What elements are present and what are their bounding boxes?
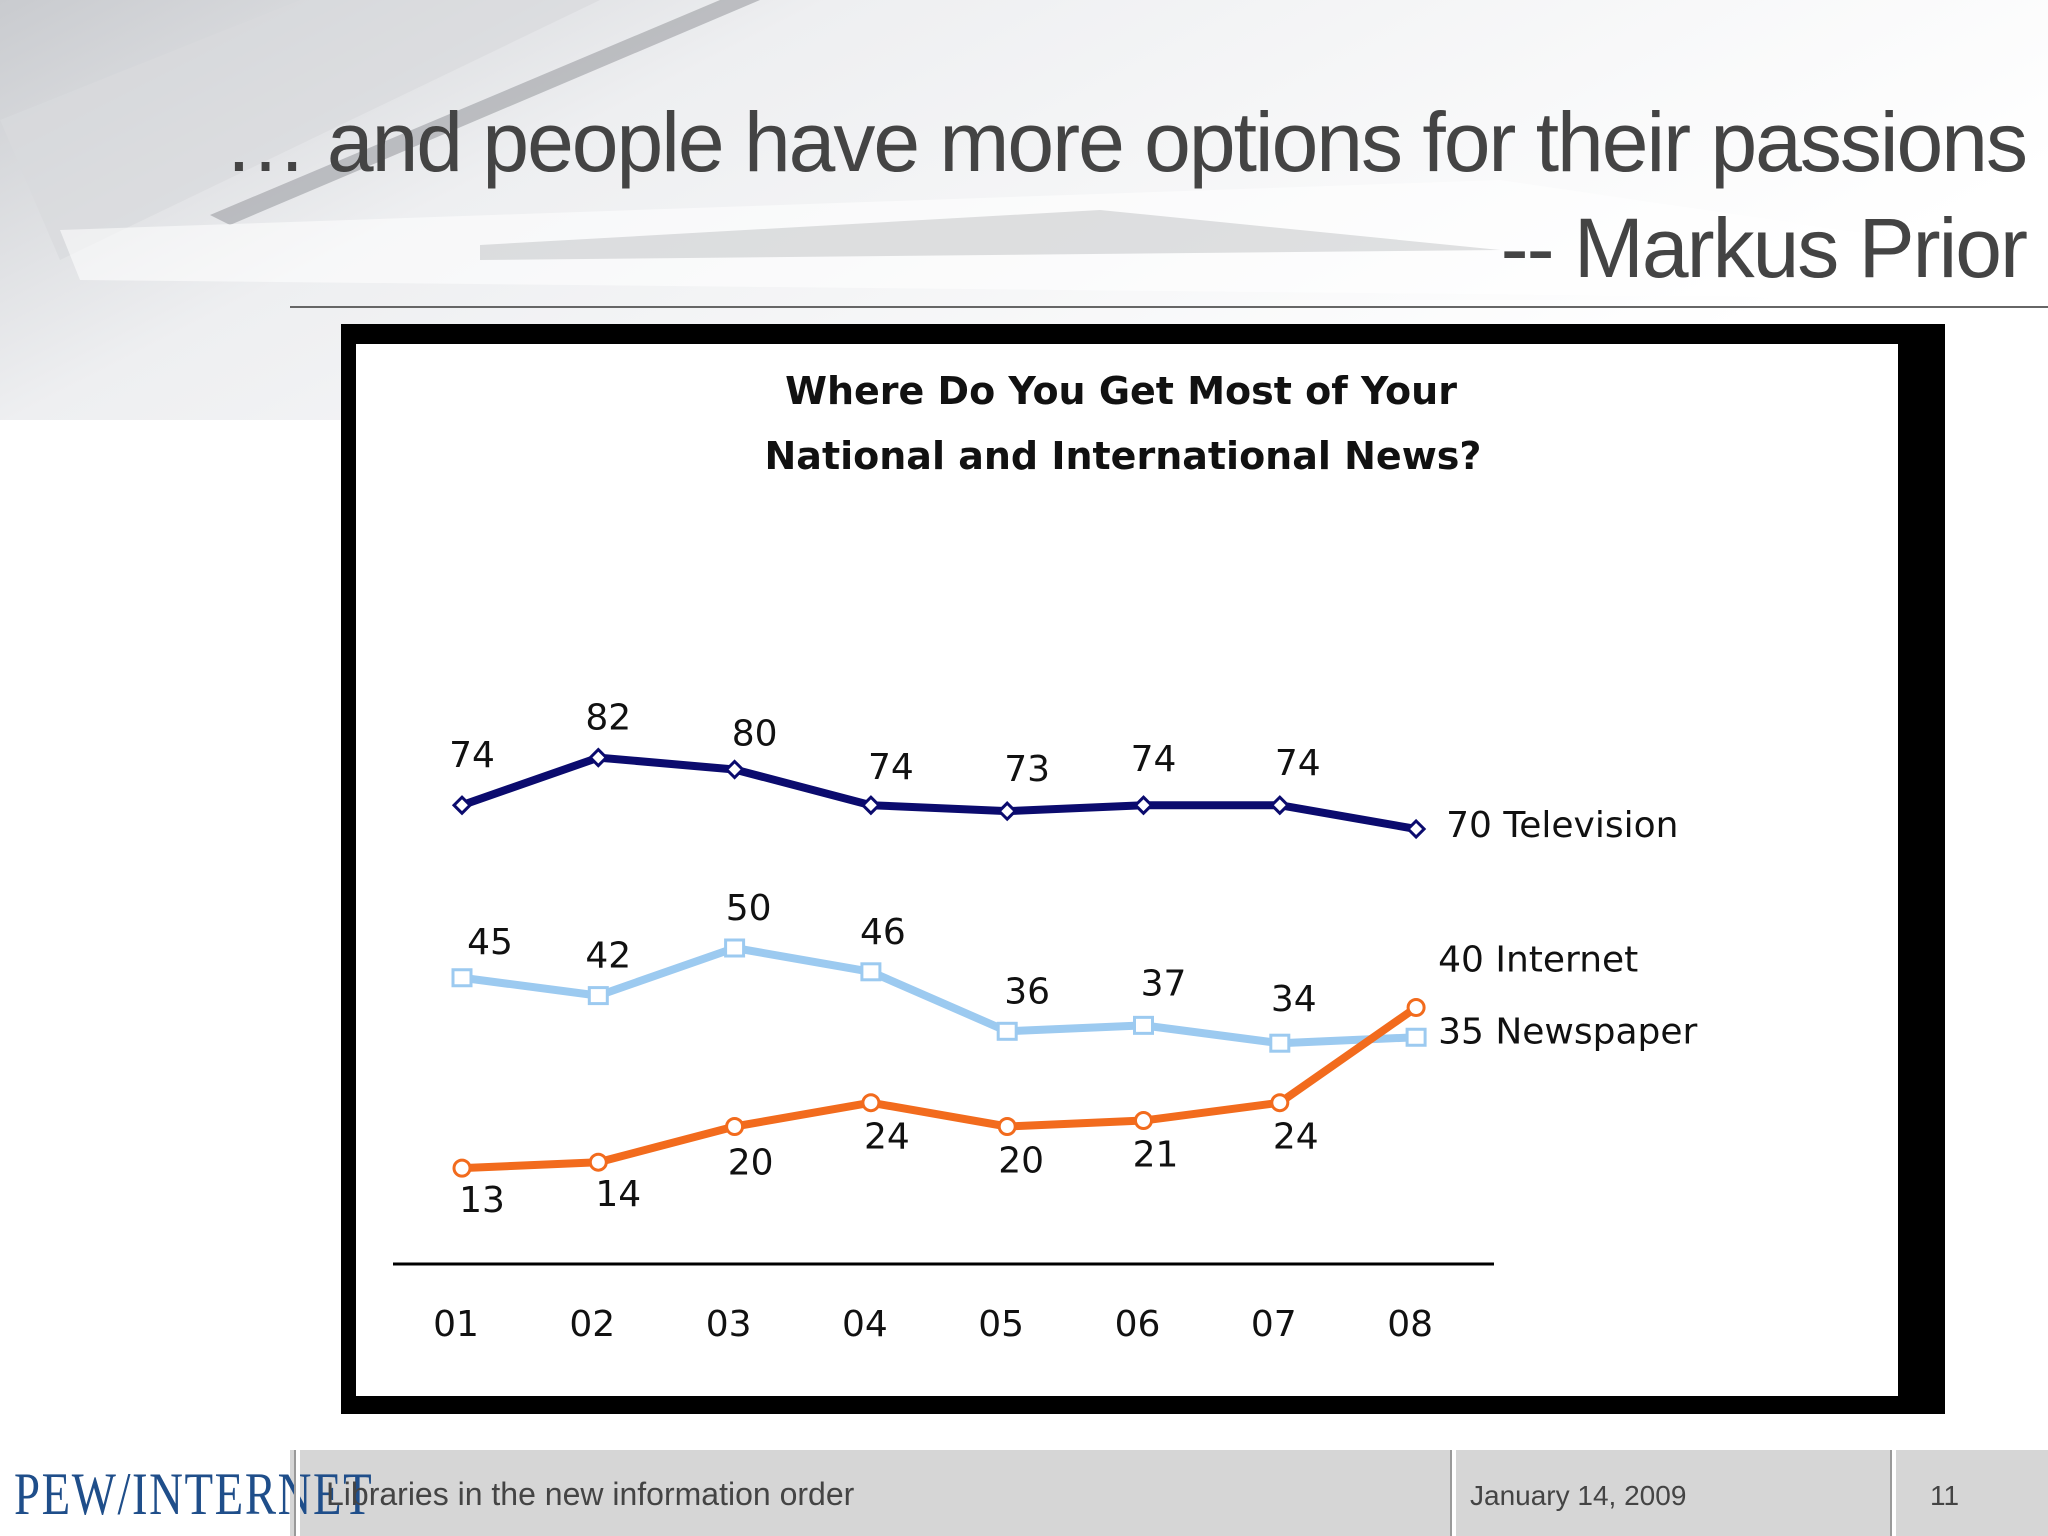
x-tick-label: 02 [569, 1304, 615, 1345]
internet-data-label: 20 [728, 1143, 774, 1184]
internet-point-marker [588, 1152, 608, 1172]
x-tick-label: 01 [433, 1304, 479, 1345]
internet-point-marker [861, 1093, 881, 1113]
newspaper-point-marker [1133, 1015, 1154, 1035]
footer-separator [1450, 1450, 1456, 1536]
television-point-marker [860, 795, 882, 816]
television-series-line [460, 753, 1417, 833]
newspaper-data-label: 37 [1141, 963, 1187, 1004]
line-chart: Where Do You Get Most of Your National a… [393, 369, 1698, 1345]
x-tick-label: 05 [978, 1304, 1024, 1345]
newspaper-data-label: 50 [726, 888, 772, 929]
logo-text: PEW/INTERNET [14, 1461, 374, 1527]
newspaper-series-line [461, 944, 1417, 1048]
television-point-marker [1133, 795, 1154, 816]
television-data-label: 80 [732, 714, 778, 755]
newspaper-data-label: 46 [860, 912, 906, 953]
internet-point-marker [725, 1117, 745, 1136]
title-divider [290, 306, 2048, 308]
newspaper-point-marker [1405, 1027, 1427, 1047]
newspaper-end-label: 35 Newspaper [1438, 1011, 1697, 1052]
television-point-marker [724, 759, 745, 780]
footer-bar: PEW/INTERNET Libraries in the new inform… [0, 1450, 2048, 1536]
slide-title: … and people have more options for their… [223, 95, 2028, 189]
internet-data-label: 24 [1273, 1117, 1319, 1158]
pew-internet-logo: PEW/INTERNET [0, 1450, 372, 1536]
internet-point-marker [452, 1158, 472, 1178]
television-end-label: 70 Television [1446, 805, 1678, 846]
chart-title-line2: National and International News? [765, 434, 1482, 478]
newspaper-point-marker [587, 986, 609, 1006]
television-data-label: 82 [585, 698, 631, 739]
television-point-marker [588, 747, 609, 768]
newspaper-data-label: 42 [585, 936, 631, 977]
x-tick-label: 06 [1115, 1304, 1161, 1345]
internet-series-line [461, 1004, 1419, 1173]
x-tick-label: 04 [842, 1304, 888, 1345]
television-point-marker [997, 801, 1018, 822]
television-point-marker [1269, 795, 1290, 816]
internet-point-marker [997, 1117, 1017, 1136]
footer-separator [294, 1450, 300, 1536]
internet-data-label: 24 [864, 1117, 910, 1158]
television-data-label: 74 [868, 747, 914, 788]
newspaper-data-label: 36 [1004, 971, 1050, 1012]
x-tick-label: 07 [1251, 1304, 1297, 1345]
footer-separator [1890, 1450, 1896, 1536]
television-data-label: 73 [1004, 749, 1050, 790]
newspaper-data-label: 34 [1271, 979, 1317, 1020]
internet-data-label: 21 [1133, 1135, 1179, 1176]
footer-presentation-title: Libraries in the new information order [326, 1476, 855, 1512]
slide-title-attribution: -- Markus Prior [1500, 201, 2028, 295]
newspaper-point-marker [996, 1021, 1018, 1041]
internet-data-label: 20 [998, 1141, 1044, 1182]
internet-end-label: 40 Internet [1438, 940, 1638, 981]
television-point-marker [451, 795, 473, 816]
newspaper-point-marker [724, 938, 746, 958]
internet-data-label: 14 [595, 1174, 641, 1215]
television-data-label: 74 [1275, 743, 1321, 784]
internet-data-label: 13 [459, 1180, 505, 1221]
newspaper-point-marker [860, 962, 882, 982]
x-tick-label: 08 [1387, 1304, 1433, 1345]
newspaper-data-label: 45 [467, 922, 513, 963]
internet-point-marker [1134, 1111, 1153, 1131]
x-tick-label: 03 [706, 1304, 752, 1345]
newspaper-point-marker [1269, 1033, 1291, 1053]
internet-point-marker [1270, 1093, 1290, 1113]
footer-date: January 14, 2009 [1470, 1480, 1687, 1511]
newspaper-point-marker [451, 968, 473, 988]
television-data-label: 74 [1131, 739, 1177, 780]
chart-panel: Where Do You Get Most of Your National a… [356, 344, 1898, 1396]
footer-page-number: 11 [1930, 1480, 1960, 1511]
television-point-marker [1405, 818, 1427, 840]
chart-title-line1: Where Do You Get Most of Your [785, 369, 1457, 413]
television-data-label: 74 [449, 735, 495, 776]
internet-point-marker [1406, 998, 1426, 1017]
